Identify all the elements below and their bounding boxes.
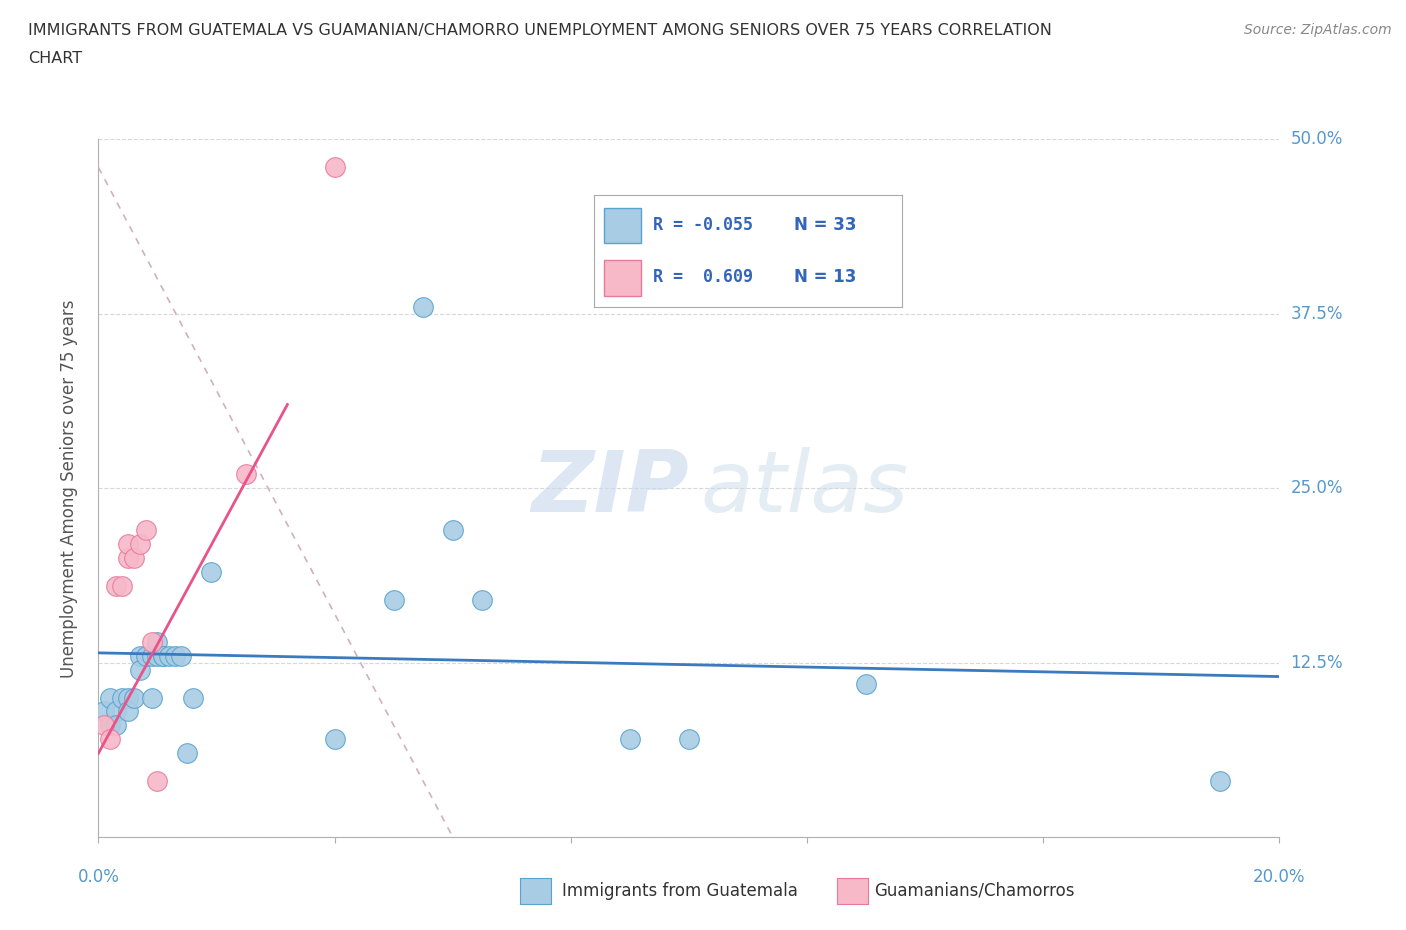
Point	[141, 634, 163, 649]
Text: 50.0%: 50.0%	[1291, 130, 1343, 149]
Text: 37.5%: 37.5%	[1291, 305, 1343, 323]
Text: 20.0%: 20.0%	[1253, 868, 1306, 885]
Point	[122, 551, 145, 565]
Text: Guamanians/Chamorros: Guamanians/Chamorros	[875, 882, 1076, 900]
Point	[146, 774, 169, 789]
Point	[152, 648, 174, 663]
Point	[98, 732, 121, 747]
Point	[200, 565, 222, 579]
Point	[122, 690, 145, 705]
Point	[128, 537, 150, 551]
Point	[117, 704, 139, 719]
Point	[855, 676, 877, 691]
Text: ZIP: ZIP	[531, 446, 689, 530]
Text: 12.5%: 12.5%	[1291, 654, 1343, 671]
Point	[98, 690, 121, 705]
Point	[117, 551, 139, 565]
Point	[176, 746, 198, 761]
Point	[135, 648, 157, 663]
Point	[117, 690, 139, 705]
Point	[117, 537, 139, 551]
Point	[382, 592, 405, 607]
Text: IMMIGRANTS FROM GUATEMALA VS GUAMANIAN/CHAMORRO UNEMPLOYMENT AMONG SENIORS OVER : IMMIGRANTS FROM GUATEMALA VS GUAMANIAN/C…	[28, 23, 1052, 38]
Point	[181, 690, 204, 705]
Point	[170, 648, 193, 663]
Text: Source: ZipAtlas.com: Source: ZipAtlas.com	[1244, 23, 1392, 37]
Point	[93, 704, 115, 719]
Point	[93, 718, 115, 733]
Point	[412, 299, 434, 314]
Point	[141, 648, 163, 663]
Point	[111, 578, 134, 593]
Point	[471, 592, 494, 607]
Point	[146, 634, 169, 649]
Point	[135, 523, 157, 538]
Point	[128, 662, 150, 677]
Point	[152, 648, 174, 663]
Point	[111, 690, 134, 705]
Point	[141, 690, 163, 705]
Point	[323, 160, 346, 175]
Point	[157, 648, 180, 663]
Point	[441, 523, 464, 538]
Point	[619, 732, 641, 747]
Text: 0.0%: 0.0%	[77, 868, 120, 885]
Point	[98, 718, 121, 733]
Point	[1209, 774, 1232, 789]
Point	[146, 648, 169, 663]
Point	[165, 648, 187, 663]
Point	[105, 704, 128, 719]
Point	[323, 732, 346, 747]
Point	[678, 732, 700, 747]
Text: Immigrants from Guatemala: Immigrants from Guatemala	[562, 882, 799, 900]
Point	[105, 718, 128, 733]
Text: atlas: atlas	[700, 446, 908, 530]
Text: CHART: CHART	[28, 51, 82, 66]
Point	[128, 648, 150, 663]
Text: 25.0%: 25.0%	[1291, 479, 1343, 498]
Y-axis label: Unemployment Among Seniors over 75 years: Unemployment Among Seniors over 75 years	[59, 299, 77, 677]
Point	[105, 578, 128, 593]
Point	[235, 467, 257, 482]
